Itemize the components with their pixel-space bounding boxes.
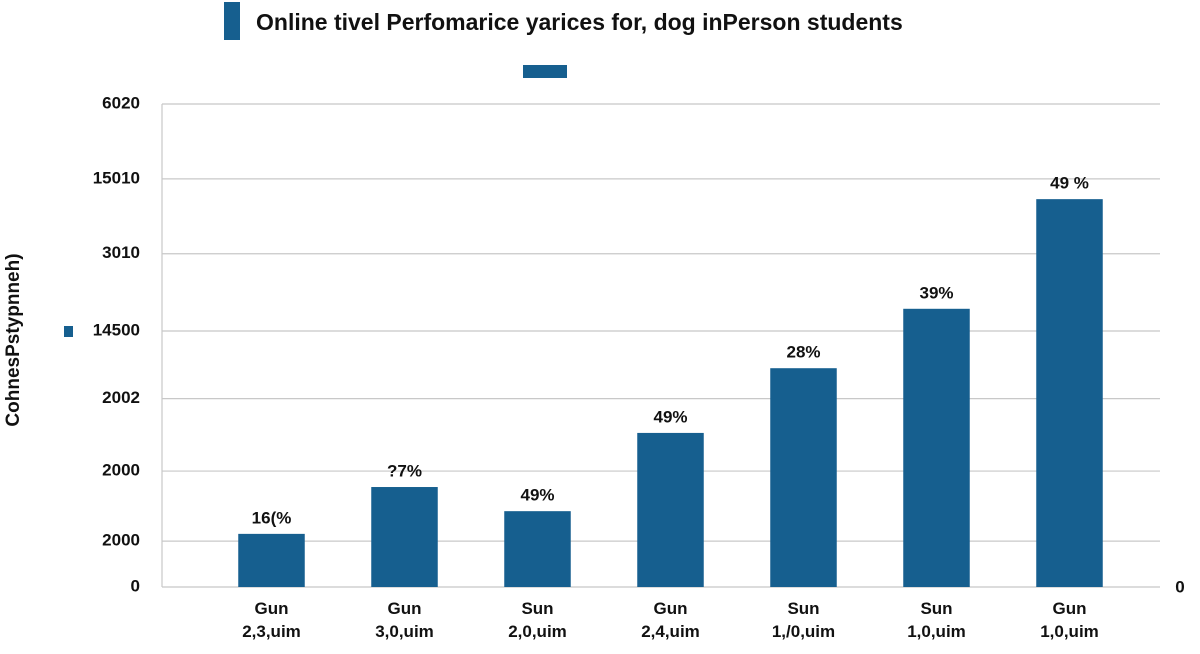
x-tick-label: Sun 1,/0,uim xyxy=(772,599,835,641)
x-tick-label: Gun 1,0,uim xyxy=(1040,599,1099,641)
legend-marker xyxy=(523,65,567,78)
x-tick-line: 2,3,uim xyxy=(242,622,301,641)
y-tick-label: 3010 xyxy=(102,243,140,262)
x-tick-label: Sun 2,0,uim xyxy=(508,599,567,641)
bar xyxy=(637,432,704,587)
x-tick-line: Sun xyxy=(787,599,819,618)
bar-annotation: 49 % xyxy=(1050,174,1089,193)
x-tick-line: 1,0,uim xyxy=(1040,622,1099,641)
chart-title: Online tivel Perfomarice yarices for, do… xyxy=(256,9,903,35)
x-tick-line: 2,4,uim xyxy=(641,622,700,641)
x-tick-line: Sun xyxy=(920,599,952,618)
right-axis-label: 0 xyxy=(1175,577,1184,596)
bar-annotation: 49% xyxy=(653,407,687,426)
y-tick-label: 15010 xyxy=(93,168,140,187)
x-tick-line: Gun xyxy=(388,599,422,618)
x-tick-label: Gun 2,3,uim xyxy=(242,599,301,641)
y-tick-label: 6020 xyxy=(102,93,140,112)
x-tick-line: 3,0,uim xyxy=(375,622,434,641)
y-axis-label: CohnesPstypnneh) xyxy=(3,253,24,426)
bar xyxy=(238,533,305,587)
legend-marker xyxy=(224,2,240,40)
bar-annotation: 49% xyxy=(520,486,554,505)
y-tick-label: 2000 xyxy=(102,531,140,550)
x-tick-line: 1,0,uim xyxy=(907,622,966,641)
y-tick-label: 14500 xyxy=(93,320,140,339)
bar xyxy=(371,487,438,587)
x-tick-line: Gun xyxy=(1053,599,1087,618)
legend-marker xyxy=(64,326,73,337)
x-tick-line: 2,0,uim xyxy=(508,622,567,641)
bar-annotation: ?7% xyxy=(387,462,422,481)
y-tick-label: 0 xyxy=(131,576,140,595)
x-tick-line: 1,/0,uim xyxy=(772,622,835,641)
x-tick-label: Sun 1,0,uim xyxy=(907,599,966,641)
bar xyxy=(1036,199,1103,587)
bar xyxy=(504,511,571,587)
bar xyxy=(903,308,970,587)
bar-annotation: 28% xyxy=(786,343,820,362)
x-tick-label: Gun 2,4,uim xyxy=(641,599,700,641)
x-tick-line: Sun xyxy=(521,599,553,618)
x-tick-line: Gun xyxy=(255,599,289,618)
bar-annotation: 39% xyxy=(919,283,953,302)
y-tick-label: 2000 xyxy=(102,461,140,480)
x-tick-line: Gun xyxy=(654,599,688,618)
bar xyxy=(770,368,837,587)
x-tick-label: Gun 3,0,uim xyxy=(375,599,434,641)
y-tick-label: 2002 xyxy=(102,388,140,407)
bar-annotation: 16(% xyxy=(252,508,292,527)
